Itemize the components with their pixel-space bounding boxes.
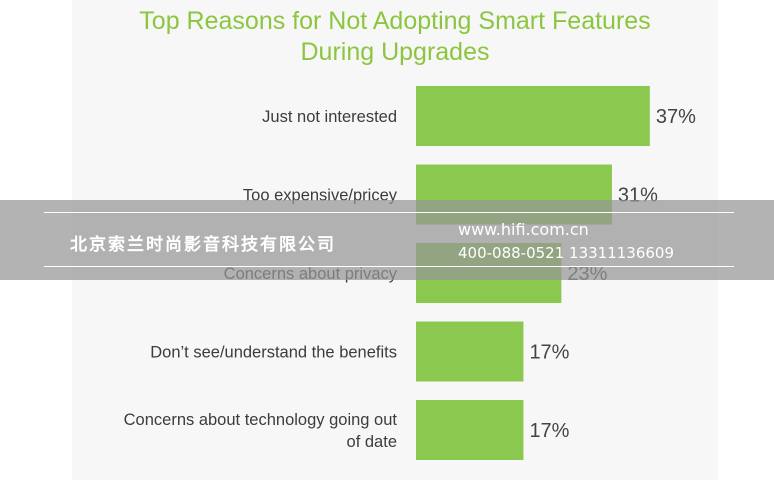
value-label-4: 17% <box>529 342 569 364</box>
value-label-1: 37% <box>656 106 696 128</box>
watermark-url: www.hifi.com.cn <box>458 220 589 239</box>
chart-title-line-1: Top Reasons for Not Adopting Smart Featu… <box>139 7 651 35</box>
category-label-1: Just not interested <box>262 108 397 126</box>
watermark-line-bottom <box>44 266 734 267</box>
value-label-5: 17% <box>529 420 569 442</box>
watermark-company: 北京索兰时尚影音科技有限公司 <box>70 235 336 255</box>
bar-5 <box>416 400 524 460</box>
category-label-5-line-1: Concerns about technology going out <box>124 411 398 429</box>
watermark-phone: 400-088-0521 13311136609 <box>458 244 675 262</box>
chart-title-line-2: During Upgrades <box>300 38 490 66</box>
bar-4 <box>416 321 524 382</box>
bar-1 <box>416 86 650 146</box>
watermark-line-top <box>44 212 734 213</box>
chart-title: Top Reasons for Not Adopting Smart Featu… <box>72 6 718 68</box>
category-label-5-line-2: of date <box>347 433 397 451</box>
category-label-4: Don’t see/understand the benefits <box>150 344 397 362</box>
